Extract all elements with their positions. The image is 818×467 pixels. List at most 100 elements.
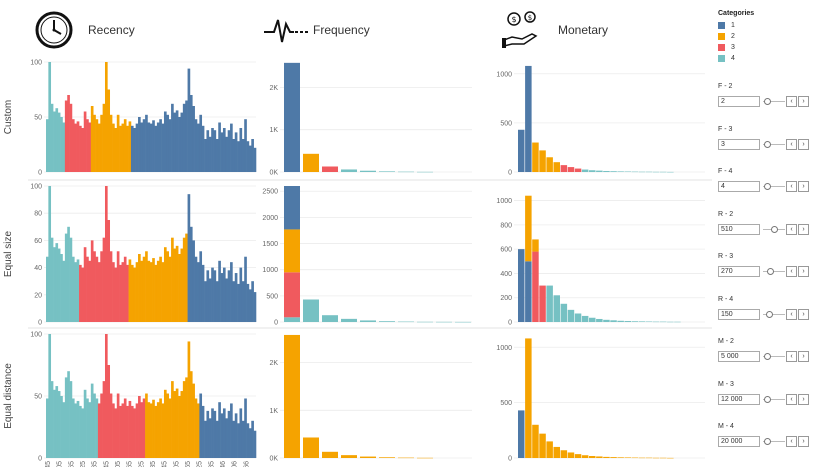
parameter-slider[interactable]: [763, 266, 785, 277]
histogram-bar: [86, 398, 89, 458]
parameter-slider[interactable]: [763, 309, 785, 320]
recency-equal-distance-chart: 0 50 100 45 105 165 225 285 345 405 465 525 585 645 70…: [30, 332, 257, 467]
parameter-input[interactable]: 3: [718, 138, 760, 150]
histogram-bar: [248, 145, 252, 172]
slider-knob[interactable]: [763, 395, 771, 403]
slider-knob[interactable]: [763, 438, 771, 445]
increment-button[interactable]: ›: [798, 181, 809, 192]
histogram-bar: [46, 398, 49, 458]
histogram-bar: [83, 111, 87, 172]
histogram-bar: [185, 233, 188, 322]
histogram-bar: [234, 132, 238, 172]
increment-button[interactable]: ›: [798, 436, 809, 447]
decrement-button[interactable]: ‹: [786, 223, 797, 235]
parameter-input[interactable]: 20 000: [718, 436, 760, 447]
histogram-bar: [525, 65, 532, 172]
legend-item-3[interactable]: 3: [718, 42, 814, 53]
parameter-slider[interactable]: [763, 96, 785, 107]
histogram-bar: [624, 321, 631, 322]
histogram-bar: [121, 403, 125, 458]
slider-knob[interactable]: [763, 98, 771, 105]
parameter-input[interactable]: 4: [718, 181, 760, 192]
histogram-bar: [107, 365, 111, 458]
slider-knob[interactable]: [765, 310, 773, 318]
parameter-input[interactable]: 2: [718, 96, 760, 107]
histogram-bar: [69, 237, 73, 322]
decrement-button[interactable]: ‹: [786, 138, 797, 150]
histogram-bar: [652, 321, 660, 323]
histogram-bar: [114, 267, 118, 322]
decrement-button[interactable]: ‹: [786, 436, 797, 447]
histogram-bar: [234, 413, 238, 458]
increment-button[interactable]: ›: [798, 308, 809, 320]
histogram-bar: [567, 452, 575, 458]
histogram-bar: [180, 248, 184, 322]
increment-button[interactable]: ›: [798, 138, 809, 150]
parameter-input[interactable]: 150: [718, 308, 760, 320]
increment-button[interactable]: ›: [798, 96, 809, 107]
histogram-bar: [213, 270, 217, 322]
slider-knob[interactable]: [767, 268, 775, 275]
histogram-bar: [237, 141, 240, 172]
histogram-bar: [208, 278, 212, 322]
histogram-bar: [560, 450, 568, 458]
histogram-bar: [244, 256, 247, 322]
histogram-bar: [145, 251, 148, 322]
legend-item-2[interactable]: 2: [718, 31, 814, 42]
histogram-bar: [93, 114, 96, 172]
slider-knob[interactable]: [763, 353, 771, 360]
increment-button[interactable]: ›: [798, 351, 809, 362]
histogram-bar: [140, 402, 144, 458]
parameter-slider[interactable]: [763, 139, 785, 150]
parameter-input[interactable]: 510: [718, 223, 760, 235]
histogram-bar: [518, 249, 525, 322]
slider-knob[interactable]: [763, 140, 771, 148]
y-tick-label: 0: [508, 320, 512, 327]
histogram-bar: [88, 260, 92, 322]
histogram-bar: [398, 321, 414, 323]
histogram-bar: [206, 410, 210, 458]
histogram-bar: [222, 408, 226, 458]
decrement-button[interactable]: ‹: [786, 308, 797, 320]
histogram-bar: [74, 123, 77, 172]
increment-button[interactable]: ›: [798, 223, 809, 235]
decrement-button[interactable]: ‹: [786, 181, 797, 192]
x-tick-label: 1006: [232, 461, 239, 467]
parameter-input[interactable]: 5 000: [718, 351, 760, 362]
histogram-bar: [187, 194, 191, 322]
decrement-button[interactable]: ‹: [786, 393, 797, 405]
parameter-input[interactable]: 270: [718, 266, 760, 277]
histogram-bar: [638, 321, 646, 322]
histogram-bar: [284, 186, 300, 230]
decrement-button[interactable]: ‹: [786, 266, 797, 277]
histogram-bar: [171, 237, 174, 322]
legend-item-4[interactable]: 4: [718, 53, 814, 64]
parameter-label: M - 4: [718, 423, 734, 430]
legend-item-1[interactable]: 1: [718, 20, 814, 31]
decrement-button[interactable]: ‹: [786, 351, 797, 362]
histogram-bar: [154, 264, 158, 322]
increment-button[interactable]: ›: [798, 393, 809, 405]
parameter-input[interactable]: 12 000: [718, 393, 760, 405]
slider-knob[interactable]: [770, 225, 778, 233]
decrement-button[interactable]: ‹: [786, 96, 797, 107]
increment-button[interactable]: ›: [798, 266, 809, 277]
y-tick-label: 500: [500, 400, 512, 407]
slider-knob[interactable]: [763, 183, 771, 190]
x-tick-label: 285: [92, 461, 99, 467]
parameter-slider[interactable]: [763, 394, 785, 405]
histogram-bar: [60, 396, 63, 458]
histogram-bar: [197, 123, 200, 172]
histogram-bar: [525, 195, 532, 262]
x-tick-label: 765: [185, 461, 192, 467]
histogram-bar: [173, 248, 177, 322]
parameter-slider[interactable]: [763, 436, 785, 447]
histogram-bar: [173, 112, 177, 172]
parameter-slider[interactable]: [763, 224, 785, 235]
parameter-slider[interactable]: [763, 351, 785, 362]
histogram-bar: [140, 122, 144, 172]
histogram-bar: [90, 383, 94, 458]
parameter-control: R - 3 270 ‹ ›: [718, 253, 814, 277]
histogram-bar: [62, 122, 66, 172]
parameter-slider[interactable]: [763, 181, 785, 192]
